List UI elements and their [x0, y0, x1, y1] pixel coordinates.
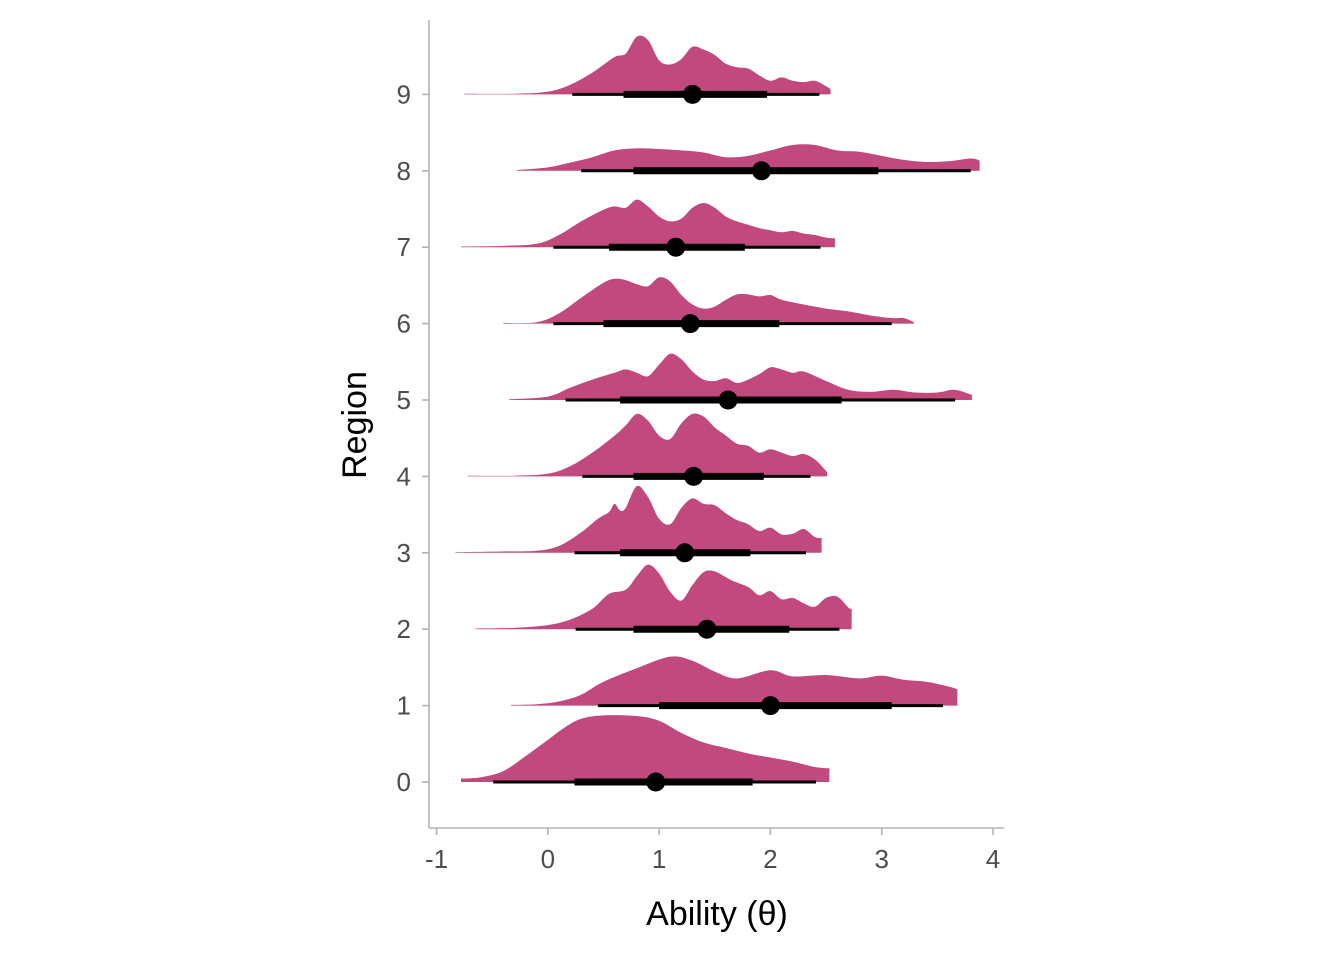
y-tick-label: 2 [397, 614, 411, 644]
point-estimate-region-4 [684, 466, 704, 486]
x-tick-label: 3 [874, 844, 888, 874]
axes: -1 0 1 2 3 4 0 1 2 3 4 5 6 7 8 9 [397, 20, 1004, 874]
point-estimate-region-3 [675, 543, 695, 563]
point-estimate-region-1 [760, 696, 780, 716]
y-tick-label: 5 [397, 385, 411, 415]
x-tick-label: 4 [986, 844, 1000, 874]
density-region-8 [516, 144, 980, 171]
interval-layer [493, 84, 971, 792]
density-region-7 [460, 199, 835, 248]
density-region-0 [460, 715, 830, 782]
point-estimate-region-6 [680, 314, 700, 334]
x-tick-label: 2 [763, 844, 777, 874]
x-tick-label: -1 [425, 844, 448, 874]
y-axis-ticks: 0 1 2 3 4 5 6 7 8 9 [397, 79, 429, 797]
x-axis-ticks: -1 0 1 2 3 4 [425, 828, 1000, 874]
density-region-4 [467, 413, 828, 477]
point-estimate-region-7 [666, 237, 686, 257]
density-region-9 [464, 35, 831, 95]
y-tick-label: 4 [397, 461, 411, 491]
y-axis-title: Region [336, 371, 374, 479]
y-tick-label: 1 [397, 691, 411, 721]
y-tick-label: 3 [397, 538, 411, 568]
x-axis-title: Ability (θ) [646, 895, 788, 933]
y-tick-label: 8 [397, 156, 411, 186]
y-tick-label: 9 [397, 79, 411, 109]
density-region-3 [455, 485, 822, 553]
x-tick-label: 1 [652, 844, 666, 874]
y-tick-label: 0 [397, 767, 411, 797]
y-tick-label: 7 [397, 232, 411, 262]
point-estimate-region-2 [697, 619, 717, 639]
density-layer [455, 35, 980, 782]
density-region-6 [503, 277, 914, 324]
point-estimate-region-0 [646, 772, 666, 792]
density-region-5 [508, 353, 973, 400]
point-estimate-region-5 [718, 390, 738, 410]
y-tick-label: 6 [397, 309, 411, 339]
point-estimate-region-8 [751, 161, 771, 181]
x-tick-label: 0 [541, 844, 555, 874]
density-region-2 [475, 564, 852, 630]
point-estimate-region-9 [682, 84, 702, 104]
density-region-1 [511, 656, 958, 706]
